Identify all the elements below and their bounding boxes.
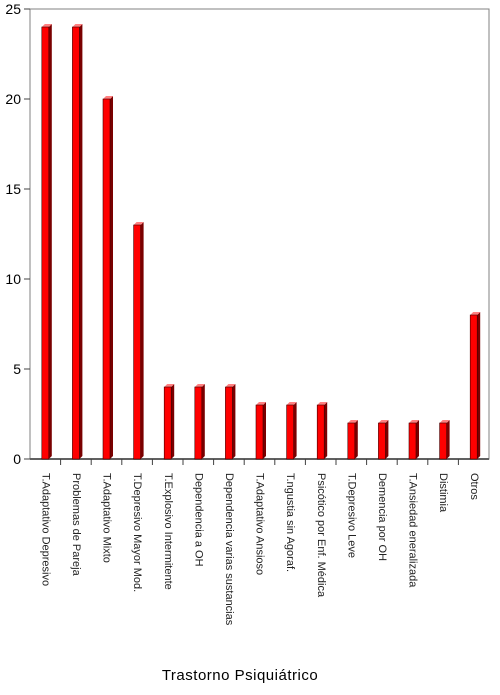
bar-top (194, 384, 205, 387)
plot-frame (29, 8, 490, 460)
bar (163, 386, 172, 460)
plot-area-border (29, 8, 490, 460)
y-tick-label: 20 (5, 91, 21, 107)
bar-side (232, 384, 236, 459)
x-tick-label: Dependencia varias sustancias (223, 473, 235, 626)
bar (408, 422, 417, 460)
x-tick-label: T.Adaptativo Depresivo (39, 473, 51, 586)
x-tick-label: T.Depresivo Mayor Mod. (131, 473, 143, 592)
bar-side (140, 222, 144, 459)
bar (286, 404, 294, 460)
bar-top (286, 402, 297, 405)
bar (41, 26, 50, 460)
bar-side (446, 420, 450, 459)
bar-top (164, 384, 175, 387)
bar (469, 314, 478, 460)
x-tick-label: Distimia (437, 473, 449, 513)
bar-top (72, 24, 83, 27)
bar-side (293, 402, 297, 459)
bar-side (201, 384, 205, 459)
bar-side (416, 420, 419, 459)
x-tick-label: T.Ansiedad eneralizada (407, 473, 419, 588)
bar-side (324, 402, 328, 459)
bar-side (385, 420, 389, 459)
bar-top (133, 222, 144, 225)
bar-top (409, 420, 419, 423)
x-tick-label: Psicótico por Enf. Médica (315, 473, 327, 598)
bars (41, 24, 481, 460)
bar (225, 386, 233, 460)
bar-top (347, 420, 358, 423)
x-tick-label: Dependencia a OH (192, 473, 204, 567)
y-axis: 0 5 10 15 20 25 (5, 1, 30, 467)
bar-top (470, 312, 481, 315)
bar-top (41, 24, 52, 27)
x-tick-label: Otros (468, 473, 480, 500)
bar-side (354, 420, 358, 459)
bar-top (103, 96, 113, 99)
bar (194, 386, 203, 460)
x-axis-title: Trastorno Psiquiátrico (162, 667, 318, 684)
bar-side (79, 24, 83, 459)
x-tick-label: Problemas de Pareja (70, 473, 82, 577)
bar-top (256, 402, 266, 405)
y-tick-label: 5 (13, 361, 21, 377)
bar (102, 98, 111, 460)
bar-side (263, 402, 266, 459)
x-tick-label: T.Adaptativo Ansioso (254, 473, 266, 575)
x-tick-label: T.ngustia sin Agoraf. (284, 473, 296, 572)
x-tick-label: Demencia por OH (376, 473, 388, 561)
bar-side (477, 312, 481, 459)
bar (316, 404, 325, 460)
bar (439, 422, 447, 460)
bar (133, 224, 141, 460)
bar-top (439, 420, 450, 423)
y-tick-label: 25 (5, 1, 21, 17)
bar (347, 422, 356, 460)
x-tick-label: T.Explosivo Intermitente (162, 473, 174, 590)
bar-top (378, 420, 389, 423)
x-axis: T.Adaptativo Depresivo Problemas de Parej… (39, 459, 480, 626)
bar-side (110, 96, 113, 459)
y-tick-label: 0 (13, 451, 21, 467)
bar (378, 422, 386, 460)
bar (255, 404, 264, 460)
y-tick-label: 10 (5, 271, 21, 287)
x-tick-label: T.Depresivo Leve (345, 473, 357, 558)
y-tick-label: 15 (5, 181, 21, 197)
bar (72, 26, 80, 460)
bar-top (317, 402, 328, 405)
bar-side (48, 24, 52, 459)
bar-top (225, 384, 236, 387)
bar-side (171, 384, 175, 459)
x-tick-label: T.Adaptativo Mixto (101, 473, 113, 563)
